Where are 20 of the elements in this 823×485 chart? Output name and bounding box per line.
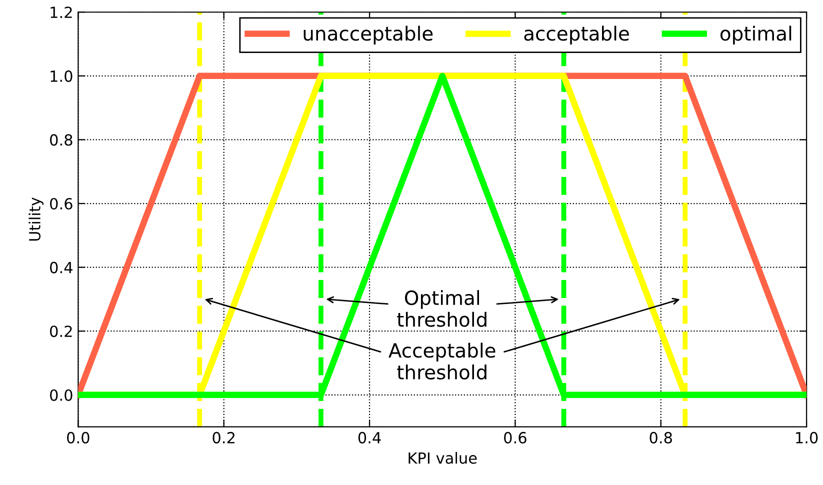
x-tick-label: 1.0	[796, 432, 818, 444]
y-axis-title: Utility	[28, 197, 44, 241]
annotation: Optimal threshold	[397, 290, 486, 327]
y-tick-label: 1.0	[50, 70, 72, 82]
x-tick-label: 0.0	[67, 432, 90, 444]
x-axis-title: KPI value	[408, 452, 477, 464]
y-tick-label: 0.4	[50, 262, 72, 274]
legend-label: acceptable	[524, 26, 629, 45]
annotation: Acceptable threshold	[388, 342, 496, 380]
x-tick-label: 0.6	[504, 432, 526, 444]
legend-label: optimal	[720, 26, 792, 45]
x-tick-label: 0.4	[358, 432, 381, 444]
y-tick-label: 0.0	[50, 389, 72, 401]
x-tick-label: 0.8	[650, 432, 672, 444]
y-tick-label: 1.2	[50, 6, 72, 18]
y-tick-label: 0.6	[50, 198, 72, 210]
y-tick-label: 0.8	[50, 134, 72, 146]
x-tick-label: 0.2	[212, 432, 234, 444]
y-tick-label: 0.2	[50, 326, 72, 338]
legend-label: unacceptable	[304, 26, 433, 45]
